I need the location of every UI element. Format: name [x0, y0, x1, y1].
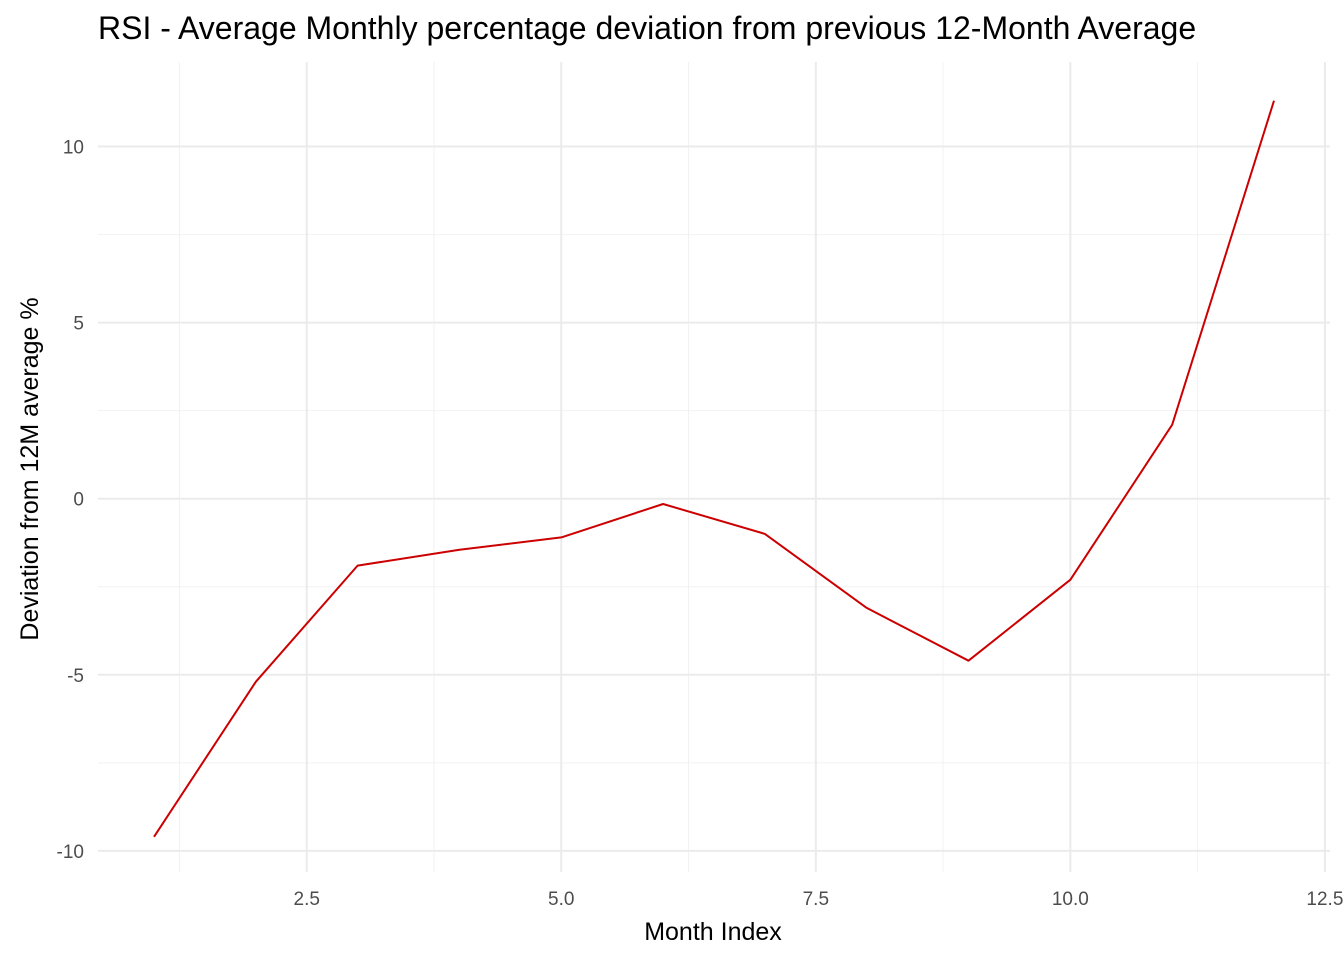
x-axis-label: Month Index	[644, 918, 782, 946]
y-axis-label: Deviation from 12M average %	[16, 297, 44, 640]
x-tick-label: 10.0	[1052, 889, 1089, 910]
x-tick-label: 7.5	[803, 889, 829, 910]
major-gridlines	[98, 62, 1330, 872]
x-tick-label: 12.5	[1306, 889, 1343, 910]
y-tick-label: -5	[67, 666, 84, 687]
minor-gridlines	[98, 62, 1330, 872]
y-tick-labels: -10 -5 0 5 10	[57, 138, 84, 863]
series-line	[153, 100, 1275, 838]
x-tick-label: 2.5	[294, 889, 320, 910]
x-tick-label: 5.0	[548, 889, 574, 910]
x-tick-labels: 2.5 5.0 7.5 10.0 12.5	[294, 889, 1344, 910]
y-tick-label: 0	[73, 490, 84, 511]
y-tick-label: -10	[57, 842, 84, 863]
series-layer	[153, 100, 1275, 838]
y-tick-label: 5	[73, 314, 84, 335]
y-tick-label: 10	[63, 138, 84, 159]
chart-title: RSI - Average Monthly percentage deviati…	[98, 10, 1197, 46]
